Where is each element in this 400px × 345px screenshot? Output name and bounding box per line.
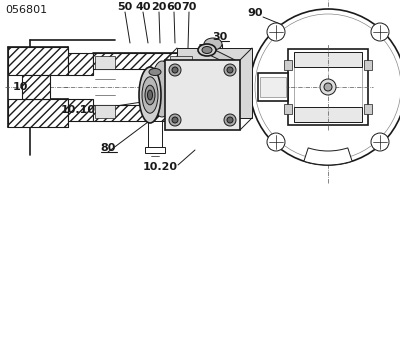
Bar [288,49,368,125]
Polygon shape [199,50,235,60]
Circle shape [227,67,233,73]
Bar [68,53,93,75]
Circle shape [255,14,400,160]
Ellipse shape [204,38,222,50]
Ellipse shape [148,90,152,100]
Circle shape [324,83,332,91]
Text: 10.20: 10.20 [142,162,178,172]
Bar [294,107,362,122]
Bar [284,104,292,114]
Circle shape [224,114,236,126]
Bar [93,105,200,121]
Circle shape [227,117,233,123]
Bar [22,75,50,99]
Bar [170,56,192,69]
Text: 10.10: 10.10 [60,105,96,115]
Bar [68,99,93,121]
Circle shape [169,114,181,126]
Ellipse shape [198,44,216,56]
Circle shape [371,23,389,41]
Bar [8,99,68,127]
Bar [294,52,362,67]
Circle shape [172,67,178,73]
Text: 80: 80 [100,143,116,153]
Bar [284,60,292,70]
Text: 40: 40 [135,2,151,12]
Ellipse shape [142,77,158,113]
Bar [165,60,240,130]
Circle shape [371,133,389,151]
Text: 10: 10 [12,82,28,92]
Bar [364,104,372,114]
Circle shape [172,117,178,123]
Bar [93,53,200,69]
Ellipse shape [202,47,212,53]
Bar [8,47,68,75]
Text: 20: 20 [151,2,167,12]
Bar [294,52,362,122]
Bar [95,105,115,118]
Bar [200,45,222,129]
Circle shape [320,79,336,95]
Bar [148,121,162,151]
Text: 50: 50 [117,2,133,12]
Circle shape [169,64,181,76]
Text: 70: 70 [181,2,197,12]
Ellipse shape [145,85,155,105]
Text: 056801: 056801 [5,5,47,15]
Bar [95,56,115,69]
Ellipse shape [151,61,173,117]
Bar [258,73,288,101]
Bar [260,77,286,97]
Circle shape [250,9,400,165]
Ellipse shape [139,67,161,123]
Ellipse shape [149,69,161,76]
Circle shape [267,133,285,151]
Text: 30: 30 [212,32,228,42]
Wedge shape [304,148,352,165]
Circle shape [224,64,236,76]
Bar [170,105,192,118]
Bar [177,48,252,118]
Bar [145,147,165,153]
Circle shape [267,23,285,41]
Text: 90: 90 [247,8,263,18]
Text: 60: 60 [166,2,182,12]
Bar [364,60,372,70]
